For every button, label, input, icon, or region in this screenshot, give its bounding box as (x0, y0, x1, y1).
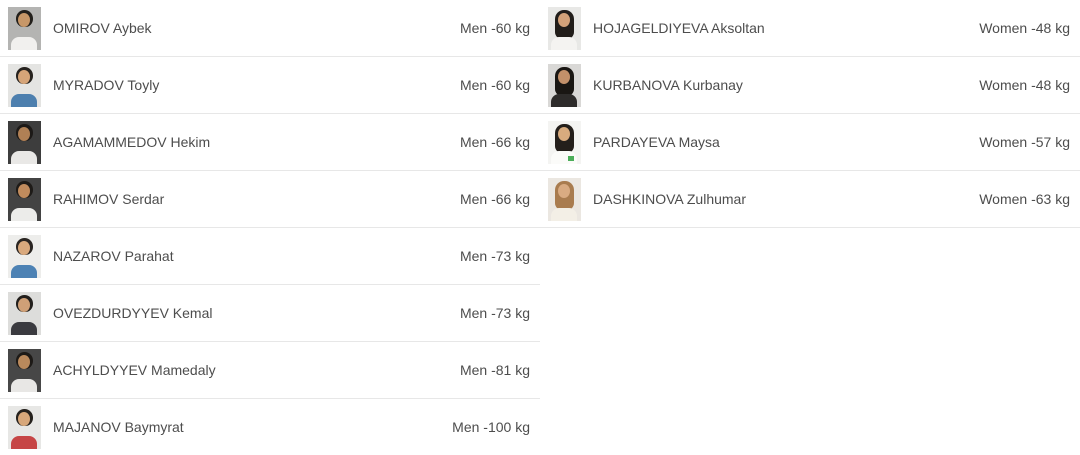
weight-category: Women -63 kg (979, 191, 1070, 207)
athlete-photo (8, 348, 41, 392)
avatar-face-shape (18, 354, 30, 369)
avatar-face-shape (558, 69, 570, 84)
avatar-badge-shape (28, 42, 34, 47)
athlete-name[interactable]: PARDAYEVA Maysa (593, 134, 720, 150)
avatar-badge-shape (28, 99, 34, 104)
avatar-badge-shape (568, 155, 574, 161)
athlete-photo (8, 6, 41, 50)
avatar-torso-shape (11, 264, 37, 278)
avatar-face-shape (18, 126, 30, 141)
weight-category: Men -66 kg (459, 191, 530, 207)
athlete-row[interactable]: OMIROV Aybek Men -60 kg (0, 0, 540, 57)
athlete-name[interactable]: AGAMAMMEDOV Hekim (53, 134, 211, 150)
avatar-torso-shape (551, 207, 577, 221)
avatar-face-shape (18, 12, 30, 27)
avatar-badge-shape (28, 156, 34, 161)
athlete-name[interactable]: NAZAROV Parahat (53, 248, 174, 264)
avatar-face-shape (558, 126, 570, 141)
weight-category: Women -48 kg (979, 20, 1070, 36)
avatar-face-shape (558, 12, 570, 27)
avatar-badge-shape (28, 384, 34, 389)
avatar-badge-shape (28, 441, 34, 446)
athlete-photo (548, 177, 581, 221)
athlete-name[interactable]: KURBANOVA Kurbanay (593, 77, 743, 93)
athlete-row[interactable]: MAJANOV Baymyrat Men -100 kg (0, 399, 540, 455)
athlete-name[interactable]: OVEZDURDYYEV Kemal (53, 305, 213, 321)
athlete-name[interactable]: OMIROV Aybek (53, 20, 152, 36)
avatar-torso-shape (11, 378, 37, 392)
athlete-row[interactable]: KURBANOVA Kurbanay Women -48 kg (540, 57, 1080, 114)
athlete-row[interactable]: OVEZDURDYYEV Kemal Men -73 kg (0, 285, 540, 342)
avatar-torso-shape (11, 207, 37, 221)
avatar-torso-shape (11, 36, 37, 50)
athlete-photo (8, 120, 41, 164)
women-roster-column: HOJAGELDIYEVA Aksoltan Women -48 kg KURB… (540, 0, 1080, 455)
athlete-photo (548, 63, 581, 107)
weight-category: Women -48 kg (979, 77, 1070, 93)
weight-category: Men -60 kg (459, 20, 530, 36)
athlete-name[interactable]: ACHYLDYYEV Mamedaly (53, 362, 216, 378)
weight-category: Men -73 kg (459, 305, 530, 321)
athlete-row[interactable]: ACHYLDYYEV Mamedaly Men -81 kg (0, 342, 540, 399)
weight-category: Men -66 kg (459, 134, 530, 150)
avatar-badge-shape (568, 42, 574, 47)
avatar-badge-shape (28, 213, 34, 218)
avatar-face-shape (18, 297, 30, 312)
weight-category: Women -57 kg (979, 134, 1070, 150)
weight-category: Men -100 kg (452, 419, 530, 435)
avatar-face-shape (18, 411, 30, 426)
avatar-face-shape (18, 69, 30, 84)
avatar-torso-shape (11, 321, 37, 335)
avatar-torso-shape (551, 93, 577, 107)
athlete-photo (8, 291, 41, 335)
athlete-photo (8, 63, 41, 107)
weight-category: Men -60 kg (459, 77, 530, 93)
avatar-torso-shape (11, 435, 37, 449)
avatar-torso-shape (11, 93, 37, 107)
avatar-face-shape (18, 183, 30, 198)
athlete-name[interactable]: MAJANOV Baymyrat (53, 419, 184, 435)
athlete-row[interactable]: HOJAGELDIYEVA Aksoltan Women -48 kg (540, 0, 1080, 57)
athlete-photo (8, 405, 41, 449)
avatar-badge-shape (28, 270, 34, 275)
athlete-name[interactable]: DASHKINOVA Zulhumar (593, 191, 747, 207)
athlete-row[interactable]: AGAMAMMEDOV Hekim Men -66 kg (0, 114, 540, 171)
athlete-name[interactable]: RAHIMOV Serdar (53, 191, 165, 207)
avatar-badge-shape (28, 327, 34, 332)
athlete-row[interactable]: MYRADOV Toyly Men -60 kg (0, 57, 540, 114)
athlete-photo (8, 177, 41, 221)
athlete-row[interactable]: PARDAYEVA Maysa Women -57 kg (540, 114, 1080, 171)
avatar-badge-shape (568, 99, 574, 104)
weight-category: Men -81 kg (459, 362, 530, 378)
avatar-face-shape (18, 240, 30, 255)
avatar-torso-shape (551, 36, 577, 50)
men-roster-column: OMIROV Aybek Men -60 kg MYRADOV Toyly Me… (0, 0, 540, 455)
athlete-photo (8, 234, 41, 278)
athlete-name[interactable]: MYRADOV Toyly (53, 77, 160, 93)
avatar-torso-shape (11, 150, 37, 164)
weight-category: Men -73 kg (459, 248, 530, 264)
athlete-row[interactable]: NAZAROV Parahat Men -73 kg (0, 228, 540, 285)
athlete-name[interactable]: HOJAGELDIYEVA Aksoltan (593, 20, 765, 36)
avatar-face-shape (558, 183, 570, 198)
athlete-row[interactable]: DASHKINOVA Zulhumar Women -63 kg (540, 171, 1080, 228)
athlete-photo (548, 6, 581, 50)
avatar-badge-shape (568, 213, 574, 218)
athlete-photo (548, 120, 581, 164)
athlete-row[interactable]: RAHIMOV Serdar Men -66 kg (0, 171, 540, 228)
